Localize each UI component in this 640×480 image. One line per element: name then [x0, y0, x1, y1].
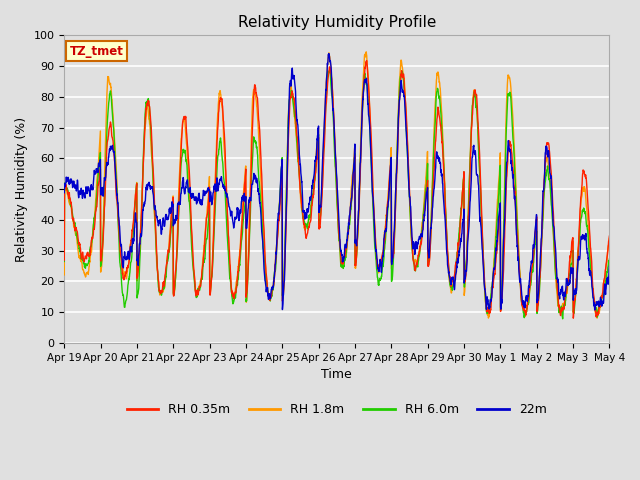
Legend: RH 0.35m, RH 1.8m, RH 6.0m, 22m: RH 0.35m, RH 1.8m, RH 6.0m, 22m	[122, 398, 552, 421]
X-axis label: Time: Time	[321, 368, 352, 381]
Title: Relativity Humidity Profile: Relativity Humidity Profile	[237, 15, 436, 30]
Text: TZ_tmet: TZ_tmet	[70, 45, 124, 58]
Y-axis label: Relativity Humidity (%): Relativity Humidity (%)	[15, 117, 28, 262]
